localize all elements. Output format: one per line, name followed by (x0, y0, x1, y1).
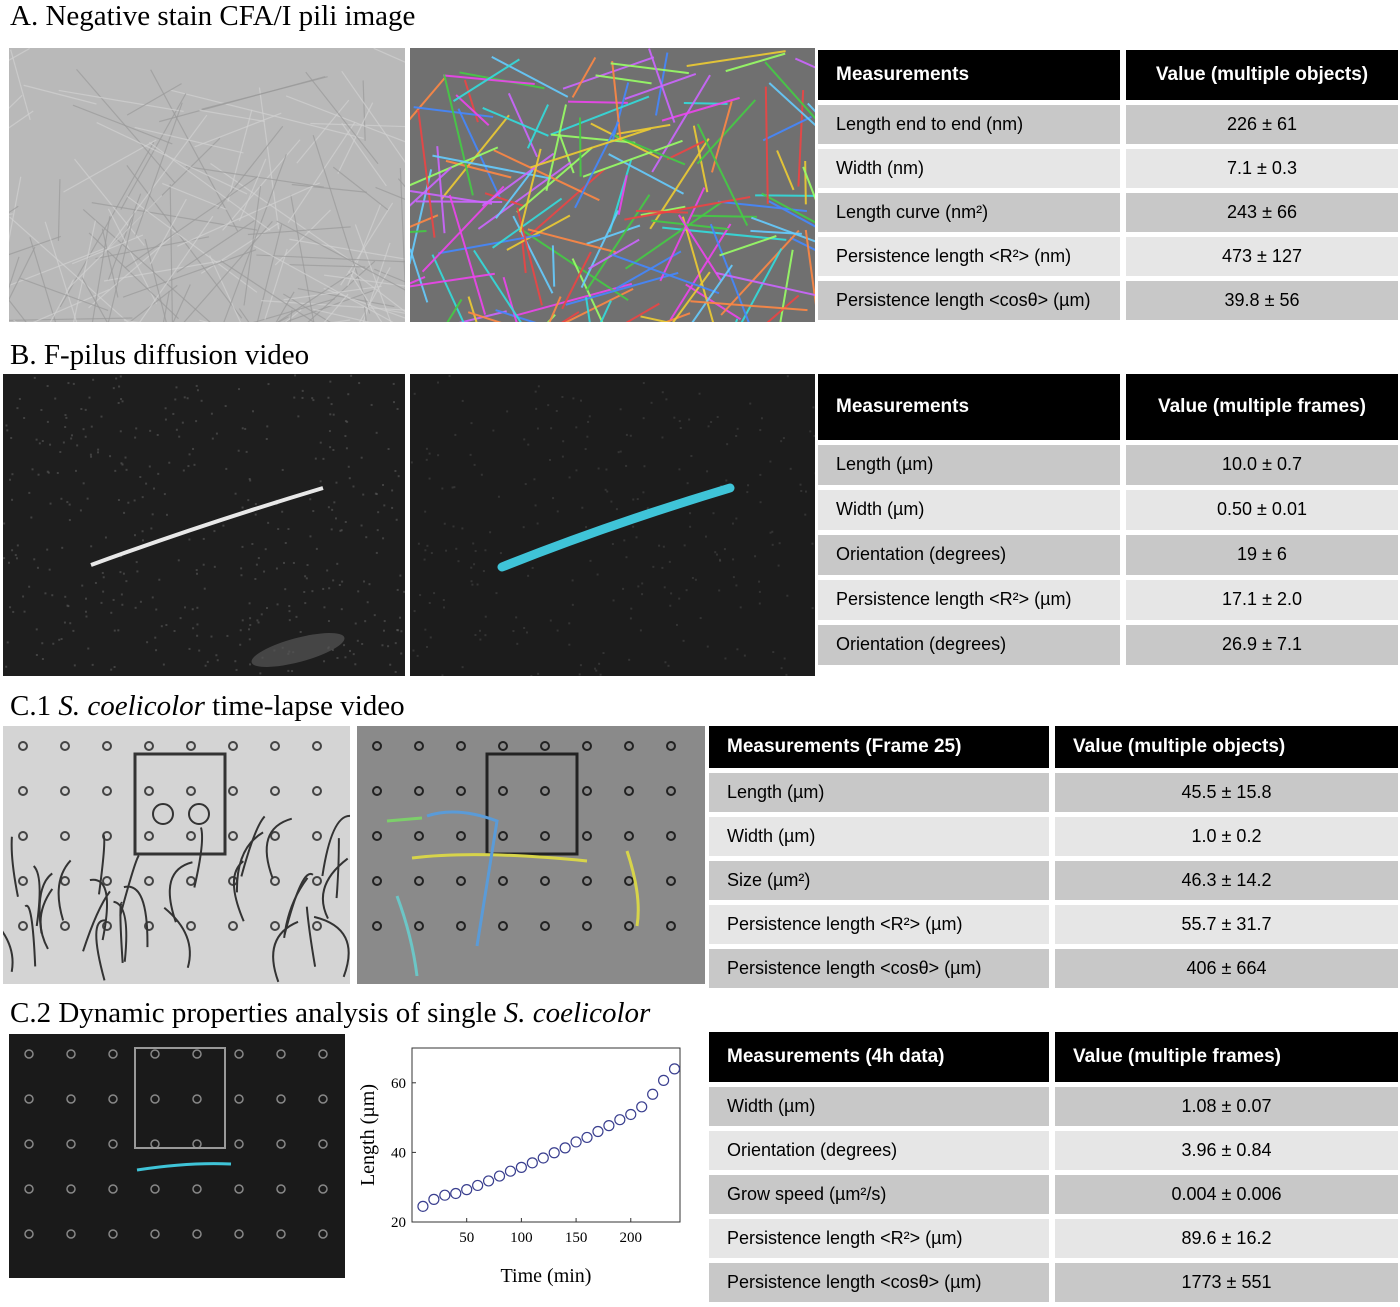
table-cell: 1.0 ± 0.2 (1055, 814, 1398, 861)
table-a: Measurements Value (multiple objects) Le… (818, 50, 1398, 325)
y-tick-label: 60 (391, 1076, 406, 1092)
data-point (439, 1189, 451, 1201)
data-point (417, 1200, 429, 1212)
table-cell: 243 ± 66 (1126, 190, 1398, 237)
data-point (461, 1184, 473, 1196)
table-cell: Length (µm) (818, 442, 1120, 490)
table-cell: 45.5 ± 15.8 (1055, 770, 1398, 817)
data-point (526, 1157, 538, 1169)
table-cell: 473 ± 127 (1126, 234, 1398, 281)
data-point (515, 1161, 527, 1173)
table-cell: 3.96 ± 0.84 (1055, 1128, 1398, 1175)
table-cell: Size (µm²) (709, 858, 1049, 905)
x-tick-label: 200 (620, 1230, 643, 1246)
data-point (570, 1136, 582, 1148)
table-cell: Persistence length <R²> (nm) (818, 234, 1120, 281)
table-header: Measurements (Frame 25) (709, 726, 1049, 773)
data-point (657, 1074, 670, 1086)
table-cell: 1.08 ± 0.07 (1055, 1084, 1398, 1131)
section-c1-title: C.1 S. coelicolor time-lapse video (10, 690, 405, 722)
table-cell: 10.0 ± 0.7 (1126, 442, 1398, 490)
coelicolor-segmented-frame (357, 726, 705, 984)
data-point (668, 1063, 681, 1075)
table-cell: 226 ± 61 (1126, 102, 1398, 149)
y-tick-label: 40 (391, 1145, 406, 1161)
coelicolor-raw-frame (3, 726, 350, 984)
table-cell: 0.50 ± 0.01 (1126, 487, 1398, 535)
table-cell: 0.004 ± 0.006 (1055, 1172, 1398, 1219)
table-cell: 26.9 ± 7.1 (1126, 622, 1398, 670)
y-axis-label: Length (µm) (357, 1084, 379, 1186)
table-cell: Length curve (nm²) (818, 190, 1120, 237)
table-cell: 55.7 ± 31.7 (1055, 902, 1398, 949)
table-cell: 19 ± 6 (1126, 532, 1398, 580)
section-a-title: A. Negative stain CFA/I pili image (10, 0, 416, 32)
table-header: Value (multiple objects) (1055, 726, 1398, 773)
table-cell: 46.3 ± 14.2 (1055, 858, 1398, 905)
section-b-title: B. F-pilus diffusion video (10, 339, 310, 371)
table-cell: Width (nm) (818, 146, 1120, 193)
table-cell: Persistence length <cosθ> (µm) (709, 1260, 1049, 1307)
table-cell: 406 ± 664 (1055, 946, 1398, 993)
cfa-pili-raw-image (9, 48, 405, 322)
table-cell: 17.1 ± 2.0 (1126, 577, 1398, 625)
cfa-pili-segmented-image (410, 48, 815, 322)
table-header: Measurements (818, 50, 1120, 105)
x-axis-label: Time (min) (501, 1265, 592, 1287)
table-cell: Width (µm) (818, 487, 1120, 535)
f-pilus-tracked-frame (410, 374, 815, 676)
table-header: Measurements (4h data) (709, 1032, 1049, 1087)
table-c1: Measurements (Frame 25) Value (multiple … (709, 726, 1398, 993)
table-cell: 1773 ± 551 (1055, 1260, 1398, 1307)
data-point (472, 1179, 484, 1192)
section-c2-title: C.2 Dynamic properties analysis of singl… (10, 997, 651, 1029)
table-header: Value (multiple frames) (1055, 1032, 1398, 1087)
x-tick-label: 150 (565, 1230, 588, 1246)
table-cell: Orientation (degrees) (709, 1128, 1049, 1175)
data-point (647, 1088, 659, 1100)
f-pilus-raw-frame (3, 374, 405, 676)
table-cell: Grow speed (µm²/s) (709, 1172, 1049, 1219)
x-tick-label: 50 (459, 1230, 474, 1246)
data-point (450, 1187, 462, 1200)
length-vs-time-chart: 50 100 150 200 20 40 60 Time (min) Length (µm) (350, 1040, 690, 1290)
data-point (559, 1142, 571, 1154)
y-tick-label: 20 (391, 1215, 406, 1231)
table-cell: Persistence length <cosθ> (µm) (818, 278, 1120, 325)
table-cell: 89.6 ± 16.2 (1055, 1216, 1398, 1263)
data-point (504, 1165, 517, 1177)
data-point (428, 1193, 440, 1205)
data-point (548, 1147, 560, 1159)
table-b: Measurements Value (multiple frames) Len… (818, 374, 1398, 670)
table-cell: Persistence length <R²> (µm) (818, 577, 1120, 625)
table-cell: Width (µm) (709, 1084, 1049, 1131)
table-cell: Length (µm) (709, 770, 1049, 817)
table-cell: Persistence length <cosθ> (µm) (709, 946, 1049, 993)
table-c2: Measurements (4h data) Value (multiple f… (709, 1032, 1398, 1307)
table-cell: Persistence length <R²> (µm) (709, 1216, 1049, 1263)
data-point (592, 1125, 604, 1138)
data-point (603, 1120, 615, 1132)
table-cell: Orientation (degrees) (818, 532, 1120, 580)
data-point (614, 1114, 626, 1126)
table-cell: Orientation (degrees) (818, 622, 1120, 670)
table-cell: 39.8 ± 56 (1126, 278, 1398, 325)
data-point (625, 1108, 637, 1121)
table-header: Value (multiple frames) (1126, 374, 1398, 445)
data-point (636, 1101, 648, 1113)
x-tick-label: 100 (510, 1230, 533, 1246)
table-cell: Persistence length <R²> (µm) (709, 902, 1049, 949)
coelicolor-single-tracked-frame (9, 1034, 345, 1278)
data-point (482, 1175, 495, 1187)
table-cell: Length end to end (nm) (818, 102, 1120, 149)
data-point (493, 1170, 506, 1182)
plot-area (411, 1047, 681, 1223)
table-cell: 7.1 ± 0.3 (1126, 146, 1398, 193)
table-header: Measurements (818, 374, 1120, 445)
table-header: Value (multiple objects) (1126, 50, 1398, 105)
table-cell: Width (µm) (709, 814, 1049, 861)
data-point (537, 1152, 549, 1164)
data-point (581, 1131, 593, 1144)
